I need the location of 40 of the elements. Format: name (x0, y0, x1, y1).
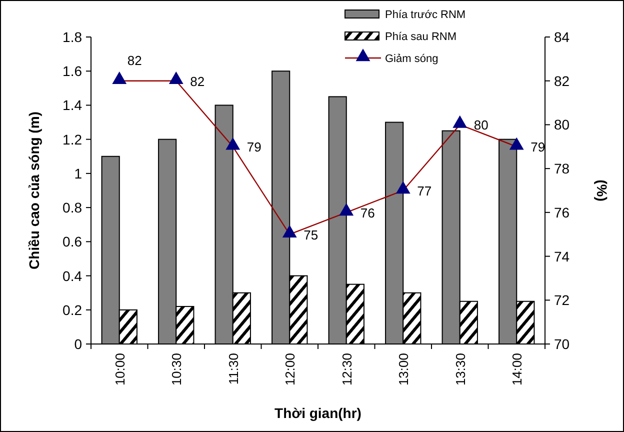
data-label: 80 (474, 118, 488, 133)
legend-label: Phía trước RNM (385, 9, 466, 21)
data-label: 75 (304, 227, 318, 242)
y2-tick-label: 76 (554, 204, 570, 220)
data-label: 77 (417, 184, 432, 198)
x-tick-label: 12:00 (282, 353, 298, 386)
y-tick-label: 1 (74, 165, 82, 182)
y-tick-label: 0.8 (62, 200, 82, 216)
y-tick-label: 0.2 (62, 302, 82, 318)
y2-tick-label: 78 (554, 160, 570, 177)
y2-tick-label: 72 (554, 292, 570, 308)
y2-tick-label: 82 (554, 72, 570, 89)
data-label: 79 (530, 140, 546, 155)
x-axis-title: Thời gian(hr) (274, 405, 362, 421)
y-tick-label: 0.4 (62, 268, 82, 284)
x-tick-label: 10:00 (112, 353, 128, 386)
x-tick-label: 14:00 (510, 353, 525, 386)
y2-tick-label: 74 (554, 248, 570, 264)
y-tick-label: 1.4 (62, 97, 82, 114)
x-tick-label: 11:30 (226, 353, 241, 385)
data-label: 76 (360, 205, 375, 220)
y-tick-label: 1.2 (62, 131, 82, 148)
y2-tick-label: 70 (554, 336, 570, 352)
data-label: 79 (246, 140, 262, 155)
legend-label: Phía sau RNM (385, 31, 457, 43)
data-label: 82 (190, 74, 205, 89)
data-label: 82 (127, 52, 142, 68)
legend-label: Giảm sóng (385, 53, 438, 65)
x-tick-label: 13:00 (396, 353, 412, 386)
y-axis-title: Chiều cao của sóng (m) (26, 112, 42, 270)
x-tick-label: 12:30 (339, 353, 354, 386)
y2-tick-label: 80 (554, 116, 570, 133)
y-tick-label: 1.6 (62, 63, 82, 80)
y-tick-label: 1.8 (62, 29, 82, 45)
x-tick-label: 10:30 (169, 353, 184, 386)
y-tick-label: 0.6 (62, 234, 82, 250)
x-tick-label: 13:30 (452, 353, 468, 386)
y2-axis-title: (%) (594, 180, 610, 202)
y-tick-label: 0 (74, 336, 82, 352)
y2-tick-label: 84 (554, 29, 570, 45)
